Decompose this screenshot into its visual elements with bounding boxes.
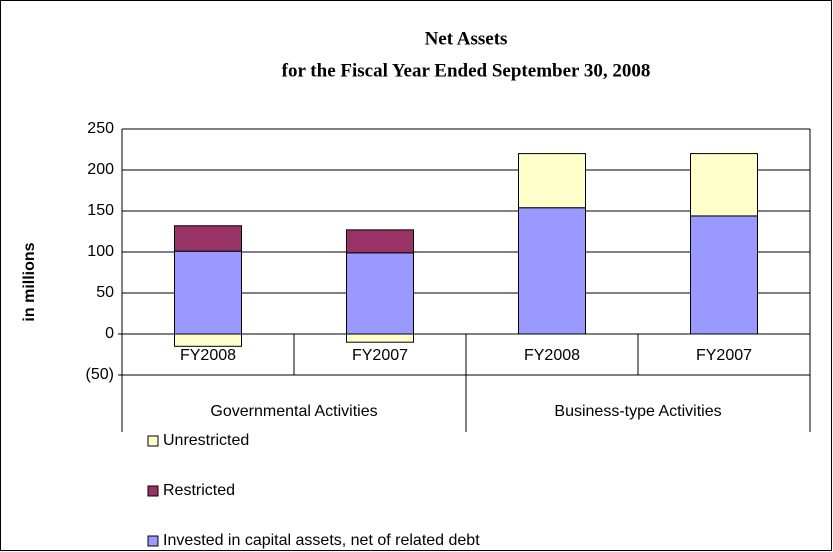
- chart-title: Net Assets: [425, 28, 508, 49]
- legend-label: Invested in capital assets, net of relat…: [163, 532, 480, 549]
- y-tick-label: 100: [87, 243, 114, 260]
- y-tick-label: 200: [87, 161, 114, 178]
- bar-segment: [346, 229, 414, 254]
- legend-swatch: [147, 535, 159, 547]
- group-label: Business-type Activities: [554, 403, 721, 420]
- bar-segment: [346, 252, 414, 335]
- x-tick-label: FY2008: [524, 347, 580, 364]
- bar-segment: [518, 207, 586, 335]
- bar-segment: [518, 153, 586, 209]
- bar-segment: [346, 333, 414, 343]
- bar-segment: [690, 215, 758, 335]
- bar-segment: [690, 153, 758, 217]
- x-tick-label: FY2007: [696, 347, 752, 364]
- y-tick-label: (50): [86, 366, 114, 383]
- y-tick-label: 150: [87, 202, 114, 219]
- group-label: Governmental Activities: [210, 403, 377, 420]
- bar-segment: [174, 333, 242, 347]
- y-tick-label: 0: [105, 325, 114, 342]
- legend-label: Restricted: [163, 482, 235, 499]
- chart-subtitle: for the Fiscal Year Ended September 30, …: [282, 60, 651, 81]
- y-axis-label: in millions: [21, 242, 38, 321]
- y-tick-label: 250: [87, 120, 114, 137]
- x-tick-label: FY2007: [352, 347, 408, 364]
- bar-segment: [174, 250, 242, 335]
- legend-swatch: [147, 485, 159, 497]
- legend-swatch: [147, 435, 159, 447]
- x-tick-label: FY2008: [180, 347, 236, 364]
- bar-segment: [174, 225, 242, 252]
- legend-label: Unrestricted: [163, 432, 249, 449]
- y-tick-label: 50: [96, 284, 114, 301]
